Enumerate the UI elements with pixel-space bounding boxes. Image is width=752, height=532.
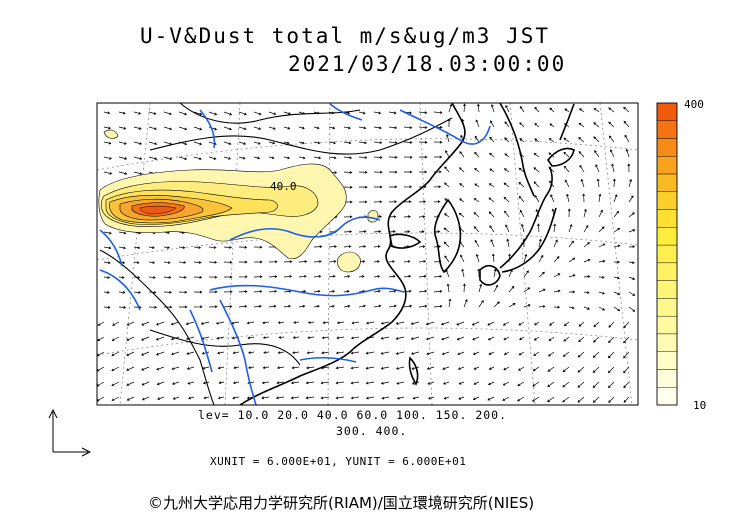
sakhalin xyxy=(559,103,575,141)
map-frame xyxy=(96,102,639,406)
dust-concentration: 40.0 xyxy=(98,129,379,273)
colorbar-cell xyxy=(656,262,678,281)
border-mongolia xyxy=(149,117,453,155)
contour-levels-line1: lev= 10.0 20.0 40.0 60.0 100. 150. 200. xyxy=(198,408,508,422)
vector-unit-info: XUNIT = 6.000E+01, YUNIT = 6.000E+01 xyxy=(210,455,467,468)
wind-vector-field xyxy=(96,103,636,403)
map-timestamp: 2021/03/18.03:00:00 xyxy=(288,52,567,76)
lake-baikal xyxy=(329,103,363,121)
colorbar-cell xyxy=(656,191,678,210)
colorbar-cell xyxy=(656,387,678,406)
japan-honshu xyxy=(499,167,553,269)
japan-honshu-south xyxy=(501,207,557,273)
dust-blob-small xyxy=(367,210,379,223)
colorbar-cell xyxy=(656,369,678,388)
contour-levels-line2: 300. 400. xyxy=(336,424,408,438)
shandong xyxy=(389,233,422,249)
taiwan xyxy=(408,356,419,386)
korea-peninsula xyxy=(433,198,462,274)
hokkaido xyxy=(547,147,575,167)
dust-blob-north xyxy=(103,129,119,139)
japan-kyushu xyxy=(479,264,501,286)
colorbar-cell xyxy=(656,227,678,246)
border-west xyxy=(99,249,215,406)
colorbar-cell xyxy=(656,333,678,352)
colorbar-cell xyxy=(656,138,678,157)
china-coastline xyxy=(239,102,466,406)
dust-peak-400 xyxy=(139,205,177,215)
colorbar-cell xyxy=(656,120,678,139)
west-river-2 xyxy=(99,269,141,311)
colorbar-cell xyxy=(656,244,678,264)
map-title: U-V&Dust total m/s&ug/m3 JST xyxy=(140,24,551,48)
yellow-river xyxy=(229,216,381,241)
mekong xyxy=(189,309,213,373)
colorbar xyxy=(656,102,678,406)
wind-arrows xyxy=(96,103,636,403)
rivers-and-lakes xyxy=(99,103,491,406)
colorbar-cell xyxy=(656,298,678,317)
colorbar-cell xyxy=(656,315,678,335)
south-river xyxy=(219,299,257,406)
map-area xyxy=(97,103,638,405)
colorbar-frame xyxy=(656,102,678,406)
colorbar-cell xyxy=(656,209,678,228)
siberia-river xyxy=(199,109,216,149)
colorbar-min-label: 10 xyxy=(693,399,707,412)
amur-river xyxy=(399,109,491,145)
west-river-1 xyxy=(99,229,123,267)
colorbar-max-label: 400 xyxy=(684,98,704,111)
coastlines-and-borders xyxy=(99,102,575,406)
colorbar-cell xyxy=(656,173,678,193)
border-north xyxy=(179,102,361,124)
russia-coast xyxy=(499,102,535,197)
colorbar-cell xyxy=(656,102,678,121)
yangtze-river xyxy=(209,284,405,297)
colorbar-cell xyxy=(656,156,678,175)
colorbar-cell xyxy=(656,280,678,299)
colorbar-cell xyxy=(656,351,678,370)
pearl-river xyxy=(299,357,357,363)
credit-text: ©九州大学応用力学研究所(RIAM)/国立環境研究所(NIES) xyxy=(148,494,535,512)
dust-blob-island xyxy=(337,251,361,273)
contour-label: 40.0 xyxy=(270,180,297,193)
graticule xyxy=(96,102,639,406)
axis-orientation-indicator xyxy=(48,408,92,457)
